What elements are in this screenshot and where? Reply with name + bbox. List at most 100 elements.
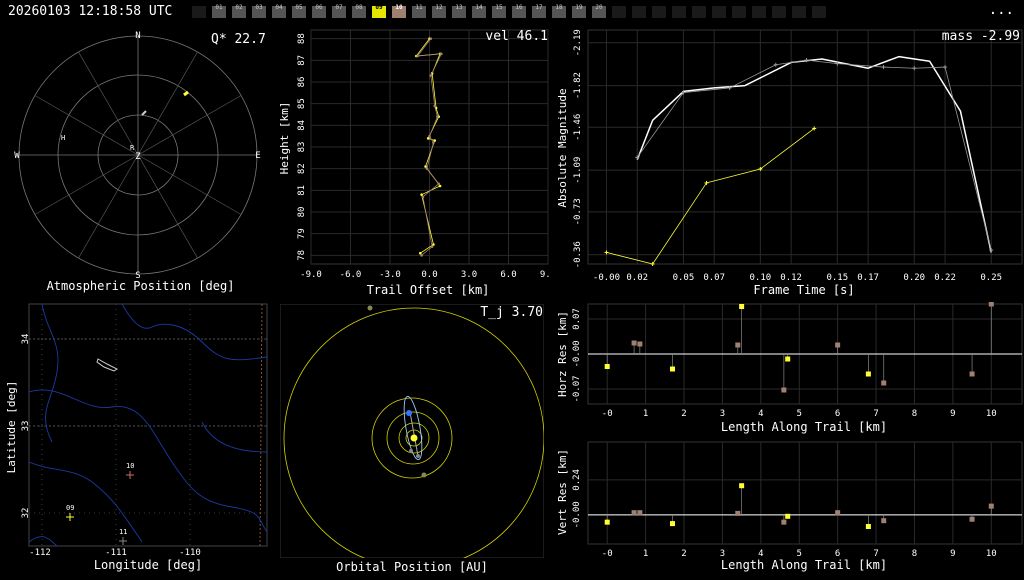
camera-toggle-01[interactable]: 01 bbox=[212, 4, 226, 18]
height-plot[interactable]: -9.0 -6.0 -3.0 0.0 3.0 6.0 9.0 78 79 80 81 82 83 84 85… bbox=[278, 28, 556, 300]
magnitude-xtick: 0.07 bbox=[703, 273, 725, 283]
camera-toggle-05[interactable]: 05 bbox=[292, 4, 306, 18]
height-ytick: 87 bbox=[297, 55, 307, 66]
camera-toggle-14[interactable]: 14 bbox=[472, 4, 486, 18]
camera-toggle-07[interactable]: 07 bbox=[332, 4, 346, 18]
camera-slot-empty[interactable] bbox=[612, 6, 626, 18]
lon-tick-110: -110 bbox=[179, 548, 201, 558]
vr-point bbox=[739, 483, 745, 489]
camera-toggle-17[interactable]: 17 bbox=[532, 4, 546, 18]
camera-label: 01 bbox=[215, 4, 223, 11]
map-panel: 09 10 11 -112 -111 -110 34 33 32 Latitud… bbox=[2, 302, 274, 576]
north-label: N bbox=[135, 31, 140, 41]
hr-point bbox=[881, 380, 887, 386]
zenith-label: Z bbox=[135, 152, 141, 162]
magnitude-plot[interactable]: -0.00 0.02 0.05 0.07 0.10 0.12 0.15 0.17 0.20 0.2… bbox=[554, 28, 1024, 300]
camera-toggle-13[interactable]: 13 bbox=[452, 4, 466, 18]
hr-xtick: 7 bbox=[873, 409, 878, 419]
camera-slot-empty[interactable] bbox=[752, 6, 766, 18]
camera-toggle-12[interactable]: 12 bbox=[432, 4, 446, 18]
camera-slot-empty[interactable] bbox=[812, 6, 826, 18]
camera-toggle-02[interactable]: 02 bbox=[232, 4, 246, 18]
camera-toggle-20[interactable]: 20 bbox=[592, 4, 606, 18]
vr-xtick: 10 bbox=[986, 549, 997, 559]
magnitude-ytick: -0.73 bbox=[573, 198, 583, 225]
map-plot[interactable]: 09 10 11 -112 -111 -110 34 33 32 Latitud… bbox=[2, 302, 274, 576]
height-ylabel: Height [km] bbox=[278, 102, 291, 175]
camera-toggle-08[interactable]: 08 bbox=[352, 4, 366, 18]
camera-toggle-03[interactable]: 03 bbox=[252, 4, 266, 18]
horz-res-plot[interactable]: -0 1 2 3 4 5 6 7 8 9 10 0.07 -0.00 -0.07 Horz Res [km… bbox=[554, 301, 1024, 436]
height-point bbox=[425, 167, 429, 170]
station-11-label: 11 bbox=[119, 528, 127, 536]
vr-point bbox=[881, 518, 887, 524]
sky-plot[interactable]: N S E W Z H R bbox=[8, 28, 273, 300]
magnitude-xtick: 0.25 bbox=[980, 273, 1002, 283]
camera-label: 17 bbox=[535, 4, 543, 11]
vr-point bbox=[669, 521, 675, 527]
timestamp: 20260103 12:18:58 UTC bbox=[8, 4, 173, 19]
sky-caption: Atmospheric Position [deg] bbox=[46, 279, 235, 293]
hr-point bbox=[637, 341, 643, 347]
vr-xtick: -0 bbox=[602, 549, 613, 559]
orbit-plot[interactable] bbox=[280, 304, 544, 558]
camera-slot-empty[interactable] bbox=[792, 6, 806, 18]
camera-slot-empty[interactable] bbox=[732, 6, 746, 18]
height-point bbox=[437, 182, 441, 186]
camera-label: 13 bbox=[455, 4, 463, 11]
vr-xtick: 7 bbox=[873, 549, 878, 559]
trail-site10 bbox=[141, 110, 147, 116]
camera-label: 07 bbox=[335, 4, 343, 11]
height-xtick: -3.0 bbox=[379, 270, 401, 280]
camera-toggle-15[interactable]: 15 bbox=[492, 4, 506, 18]
hr-point bbox=[669, 366, 675, 372]
camera-label: 06 bbox=[315, 4, 323, 11]
camera-toggle-06[interactable]: 06 bbox=[312, 4, 326, 18]
vr-point bbox=[781, 519, 787, 525]
camera-slot-empty[interactable] bbox=[692, 6, 706, 18]
camera-label: 10 bbox=[395, 4, 403, 11]
magnitude-series-site10 bbox=[636, 59, 992, 251]
camera-slot-empty[interactable] bbox=[772, 6, 786, 18]
camera-label: 14 bbox=[475, 4, 483, 11]
camera-toggle-18[interactable]: 18 bbox=[552, 4, 566, 18]
height-point bbox=[426, 137, 430, 140]
camera-label: 19 bbox=[575, 4, 583, 11]
camera-toggle-09[interactable]: 09 bbox=[372, 4, 386, 18]
camera-toggle-11[interactable]: 11 bbox=[412, 4, 426, 18]
earth-marker bbox=[406, 410, 412, 416]
station-h-label: H bbox=[61, 134, 65, 142]
vert-res-panel: -0 1 2 3 4 5 6 7 8 9 10 0.24 -0.00 Vert Res [km] Len… bbox=[554, 440, 1024, 576]
magnitude-xtick: 0.17 bbox=[857, 273, 879, 283]
camera-slot-empty[interactable] bbox=[652, 6, 666, 18]
magnitude-ylabel: Absolute Magnitude bbox=[556, 88, 569, 207]
more-menu-button[interactable]: ... bbox=[988, 2, 1014, 18]
camera-toggle-19[interactable]: 19 bbox=[572, 4, 586, 18]
height-xtick: 3.0 bbox=[461, 270, 477, 280]
west-label: W bbox=[14, 151, 20, 161]
lon-tick-111: -111 bbox=[105, 548, 127, 558]
height-panel: -9.0 -6.0 -3.0 0.0 3.0 6.0 9.0 78 79 80 81 82 83 84 85… bbox=[278, 28, 556, 300]
vr-point bbox=[604, 519, 610, 525]
camera-label: 11 bbox=[415, 4, 423, 11]
camera-slot-empty[interactable] bbox=[672, 6, 686, 18]
hr-point bbox=[988, 301, 994, 307]
height-ytick: 80 bbox=[297, 207, 307, 218]
magnitude-ytick: -0.36 bbox=[573, 241, 583, 268]
camera-toggle-16[interactable]: 16 bbox=[512, 4, 526, 18]
height-ytick: 83 bbox=[297, 142, 307, 153]
vert-res-plot[interactable]: -0 1 2 3 4 5 6 7 8 9 10 0.24 -0.00 Vert Res [km] bbox=[554, 440, 1024, 576]
camera-slot-empty[interactable] bbox=[632, 6, 646, 18]
hr-xtick: 6 bbox=[835, 409, 840, 419]
hr-point bbox=[631, 340, 637, 346]
camera-toggle-04[interactable]: 04 bbox=[272, 4, 286, 18]
height-point bbox=[420, 254, 423, 257]
lat-tick-33: 33 bbox=[21, 421, 31, 432]
magnitude-xtick: 0.10 bbox=[750, 273, 772, 283]
height-point bbox=[429, 74, 433, 77]
camera-slot-empty[interactable] bbox=[712, 6, 726, 18]
vr-point bbox=[785, 513, 791, 519]
camera-slot-empty[interactable] bbox=[192, 6, 206, 18]
camera-label: 08 bbox=[355, 4, 363, 11]
camera-toggle-10[interactable]: 10 bbox=[392, 4, 406, 18]
